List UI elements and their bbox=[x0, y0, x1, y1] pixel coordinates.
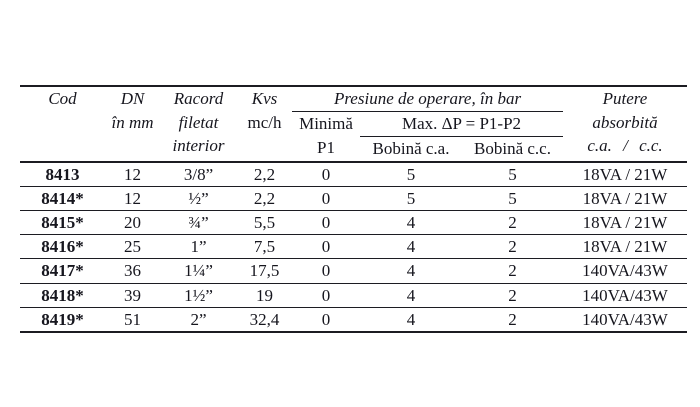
table-row: 8416* 25 1” 7,5 0 4 2 18VA / 21W bbox=[20, 234, 687, 259]
cell-bobina-cc: 5 bbox=[508, 188, 517, 208]
cell-dn: 51 bbox=[124, 309, 141, 329]
header-row-1: Cod DN în mm Racord filetat interior Kvs… bbox=[20, 86, 687, 155]
cell-bobina-ca: 5 bbox=[406, 188, 416, 208]
cell-kvs: 2,2 bbox=[253, 188, 276, 208]
header-dn: DN în mm bbox=[105, 86, 160, 162]
header-bobina-cc: Bobină c.c. bbox=[462, 137, 563, 162]
cell-dn: 36 bbox=[124, 261, 141, 281]
cell-minima: 0 bbox=[321, 164, 331, 184]
cell-bobina-cc: 2 bbox=[508, 213, 517, 232]
table-row: 8414* 12 ½” 2,2 0 5 5 18VA / 21W bbox=[20, 186, 687, 210]
cell-dn: 12 bbox=[124, 188, 141, 208]
table-row: 8419* 51 2” 32,4 0 4 2 140VA/43W bbox=[20, 307, 687, 332]
cell-kvs: 2,2 bbox=[253, 164, 276, 184]
cell-bobina-ca: 4 bbox=[406, 213, 416, 232]
header-row-2: Minimă P1 Max. ΔP = P1-P2 bbox=[20, 111, 687, 157]
header-racord-line2: filetat bbox=[178, 112, 219, 132]
valve-spec-table: Cod DN în mm Racord filetat interior Kvs… bbox=[20, 85, 687, 334]
header-minima-line2: P1 bbox=[317, 137, 335, 157]
cell-minima: 0 bbox=[321, 213, 331, 232]
cell-cod: 8413 bbox=[45, 164, 80, 184]
header-minima-line1: Minimă bbox=[299, 114, 353, 133]
cell-kvs: 7,5 bbox=[253, 237, 276, 257]
header-kvs-line2: mc/h bbox=[247, 112, 282, 132]
cell-putere: 18VA / 21W bbox=[582, 213, 668, 232]
header-bobina-cc-label: Bobină c.c. bbox=[474, 139, 551, 158]
header-putere: Putere absorbită c.a. / c.c. bbox=[563, 86, 687, 162]
cell-putere: 18VA / 21W bbox=[582, 237, 668, 257]
cell-bobina-ca: 5 bbox=[406, 164, 416, 184]
cell-kvs: 17,5 bbox=[249, 261, 280, 281]
cell-bobina-ca: 4 bbox=[406, 285, 416, 305]
cell-cod: 8414* bbox=[41, 188, 84, 208]
header-bobina-ca-label: Bobină c.a. bbox=[372, 139, 450, 158]
cell-dn: 25 bbox=[124, 237, 141, 257]
header-putere-line2: absorbită bbox=[592, 112, 658, 132]
cell-bobina-cc: 2 bbox=[508, 285, 517, 305]
header-kvs-line1: Kvs bbox=[251, 89, 278, 108]
table-body: 8413 12 3/8” 2,2 0 5 5 18VA / 21W 8414* … bbox=[20, 161, 687, 332]
header-putere-line1: Putere bbox=[602, 89, 648, 108]
cell-minima: 0 bbox=[321, 309, 331, 329]
cell-minima: 0 bbox=[321, 285, 331, 305]
header-racord-line1: Racord bbox=[173, 89, 224, 108]
cell-bobina-ca: 4 bbox=[406, 309, 416, 329]
cell-racord: 3/8” bbox=[183, 164, 214, 184]
cell-bobina-cc: 2 bbox=[508, 261, 517, 281]
cell-racord: 1” bbox=[190, 237, 207, 257]
header-row-3: Bobină c.a. Bobină c.c. bbox=[20, 137, 687, 162]
header-bobina-ca: Bobină c.a. bbox=[360, 137, 462, 162]
cell-minima: 0 bbox=[321, 237, 331, 257]
cell-putere: 140VA/43W bbox=[582, 261, 668, 281]
cell-putere: 18VA / 21W bbox=[582, 164, 668, 184]
cell-racord: ¾” bbox=[188, 213, 209, 232]
header-kvs: Kvs mc/h bbox=[237, 86, 292, 162]
cell-cod: 8417* bbox=[41, 261, 84, 281]
cell-cod: 8415* bbox=[41, 213, 84, 232]
cell-racord: 1½” bbox=[184, 285, 213, 305]
cell-racord: 2” bbox=[190, 309, 207, 329]
cell-bobina-ca: 4 bbox=[406, 261, 416, 281]
cell-kvs: 32,4 bbox=[249, 309, 280, 329]
header-dn-line2: în mm bbox=[111, 112, 154, 132]
header-presiune-group: Presiune de operare, în bar bbox=[292, 86, 563, 112]
cell-putere: 140VA/43W bbox=[582, 285, 668, 305]
cell-kvs: 5,5 bbox=[253, 213, 276, 232]
table-row: 8413 12 3/8” 2,2 0 5 5 18VA / 21W bbox=[20, 161, 687, 187]
table-row: 8418* 39 1½” 19 0 4 2 140VA/43W bbox=[20, 283, 687, 307]
cell-cod: 8418* bbox=[41, 285, 84, 305]
cell-bobina-cc: 2 bbox=[508, 237, 517, 257]
table-row: 8415* 20 ¾” 5,5 0 4 2 18VA / 21W bbox=[20, 210, 687, 235]
cell-minima: 0 bbox=[321, 188, 331, 208]
header-racord-line3: interior bbox=[172, 136, 225, 156]
header-putere-line3: c.a. / c.c. bbox=[587, 136, 663, 156]
cell-kvs: 19 bbox=[256, 285, 273, 305]
header-racord: Racord filetat interior bbox=[160, 86, 237, 162]
cell-bobina-cc: 5 bbox=[508, 164, 517, 184]
cell-minima: 0 bbox=[321, 261, 331, 281]
table-header: Cod DN în mm Racord filetat interior Kvs… bbox=[20, 86, 687, 162]
cell-putere: 140VA/43W bbox=[582, 309, 668, 329]
cell-putere: 18VA / 21W bbox=[582, 188, 668, 208]
header-dn-line1: DN bbox=[120, 89, 145, 108]
cell-racord: ½” bbox=[188, 188, 209, 208]
table-row: 8417* 36 1¼” 17,5 0 4 2 140VA/43W bbox=[20, 258, 687, 283]
cell-bobina-cc: 2 bbox=[508, 309, 517, 329]
cell-cod: 8419* bbox=[41, 309, 84, 329]
header-cod: Cod bbox=[20, 86, 105, 162]
header-cod-label: Cod bbox=[48, 89, 77, 108]
header-maxdp-group: Max. ΔP = P1-P2 bbox=[360, 111, 563, 137]
cell-dn: 20 bbox=[124, 213, 141, 232]
cell-dn: 12 bbox=[124, 164, 141, 184]
cell-dn: 39 bbox=[124, 285, 141, 305]
cell-racord: 1¼” bbox=[184, 261, 213, 281]
cell-bobina-ca: 4 bbox=[406, 237, 416, 257]
header-minima: Minimă P1 bbox=[292, 112, 360, 162]
cell-cod: 8416* bbox=[41, 237, 84, 257]
